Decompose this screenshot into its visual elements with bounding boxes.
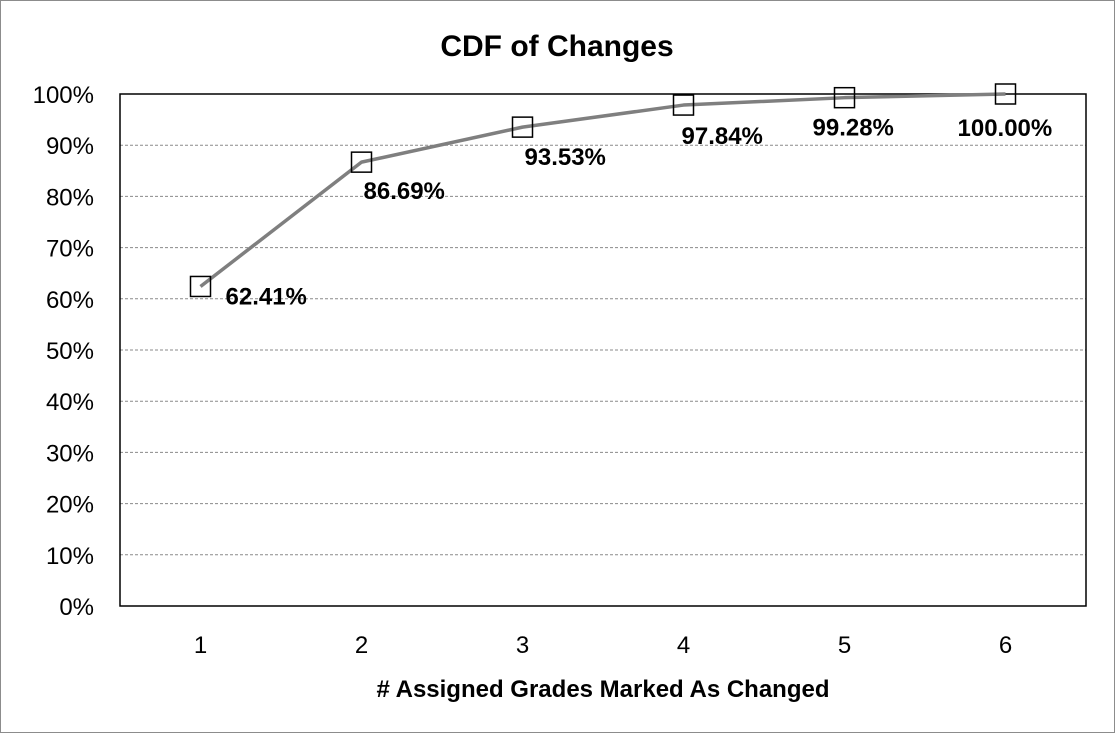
y-tick-label: 70%: [46, 236, 94, 263]
data-label: 86.69%: [364, 178, 445, 205]
x-axis-ticks: 1 2 3 4 5 6: [194, 632, 1012, 659]
data-point-marker: [994, 83, 1017, 105]
x-tick-label: 3: [516, 632, 529, 659]
y-tick-label: 90%: [46, 133, 94, 160]
data-label: 100.00%: [958, 115, 1053, 142]
y-axis-ticks: 0% 10% 20% 30% 40% 50% 60% 70% 80% 90% 100%: [33, 82, 94, 621]
y-tick-label: 60%: [46, 287, 94, 314]
data-label: 99.28%: [813, 115, 894, 142]
y-tick-label: 80%: [46, 184, 94, 211]
gridlines: [120, 144, 1086, 556]
series-layer: [189, 83, 1017, 298]
y-tick-label: 40%: [46, 389, 94, 416]
data-label: 62.41%: [226, 283, 307, 310]
y-tick-label: 20%: [46, 492, 94, 519]
data-labels: 62.41% 86.69% 93.53% 97.84% 99.28% 100.00%: [226, 115, 1053, 311]
plot-area-frame: [119, 93, 1087, 607]
x-tick-label: 5: [838, 632, 851, 659]
x-tick-label: 4: [677, 632, 690, 659]
series-line: [199, 92, 1006, 288]
data-point-marker: [672, 94, 695, 116]
data-point-marker: [833, 86, 856, 109]
chart-title: CDF of Changes: [440, 30, 673, 63]
data-label: 93.53%: [525, 144, 606, 171]
y-tick-label: 10%: [46, 543, 94, 570]
y-tick-label: 100%: [33, 82, 94, 109]
x-tick-label: 2: [355, 632, 368, 659]
y-tick-label: 30%: [46, 440, 94, 467]
data-label: 97.84%: [682, 123, 763, 150]
data-point-marker: [511, 116, 534, 138]
x-tick-label: 6: [999, 632, 1012, 659]
x-axis-label: # Assigned Grades Marked As Changed: [376, 676, 829, 703]
x-tick-label: 1: [194, 632, 207, 659]
data-point-marker: [189, 275, 212, 298]
y-tick-label: 50%: [46, 338, 94, 365]
y-tick-label: 0%: [59, 594, 94, 621]
data-point-marker: [350, 151, 373, 173]
